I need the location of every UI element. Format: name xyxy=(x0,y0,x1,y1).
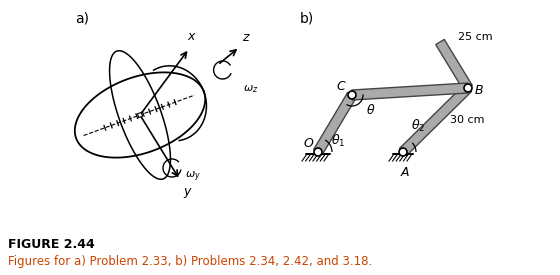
Polygon shape xyxy=(436,39,472,90)
Circle shape xyxy=(399,148,407,156)
Text: y: y xyxy=(183,185,190,198)
Polygon shape xyxy=(314,92,356,155)
Text: FIGURE 2.44: FIGURE 2.44 xyxy=(8,238,95,251)
Polygon shape xyxy=(137,112,143,118)
Circle shape xyxy=(348,91,356,99)
Text: x: x xyxy=(188,31,195,43)
Text: B: B xyxy=(475,84,484,98)
Text: C: C xyxy=(336,80,345,93)
Text: 25 cm: 25 cm xyxy=(458,32,493,42)
Text: b): b) xyxy=(300,12,314,26)
Text: $\omega_y$: $\omega_y$ xyxy=(185,170,201,185)
Circle shape xyxy=(464,84,472,92)
Text: z: z xyxy=(241,31,248,44)
Text: $\omega_z$: $\omega_z$ xyxy=(242,83,258,95)
Text: $\theta_1$: $\theta_1$ xyxy=(331,133,346,149)
Text: $\theta_2$: $\theta_2$ xyxy=(411,118,425,134)
Text: Figures for a) Problem 2.33, b) Problems 2.34, 2.42, and 3.18.: Figures for a) Problem 2.33, b) Problems… xyxy=(8,255,372,268)
Text: $\theta$: $\theta$ xyxy=(366,103,375,117)
Circle shape xyxy=(314,148,322,156)
Text: O: O xyxy=(303,137,313,150)
Polygon shape xyxy=(399,84,472,156)
Text: 30 cm: 30 cm xyxy=(450,115,484,125)
Text: A: A xyxy=(401,166,409,179)
Polygon shape xyxy=(352,83,468,100)
Text: a): a) xyxy=(75,12,89,26)
